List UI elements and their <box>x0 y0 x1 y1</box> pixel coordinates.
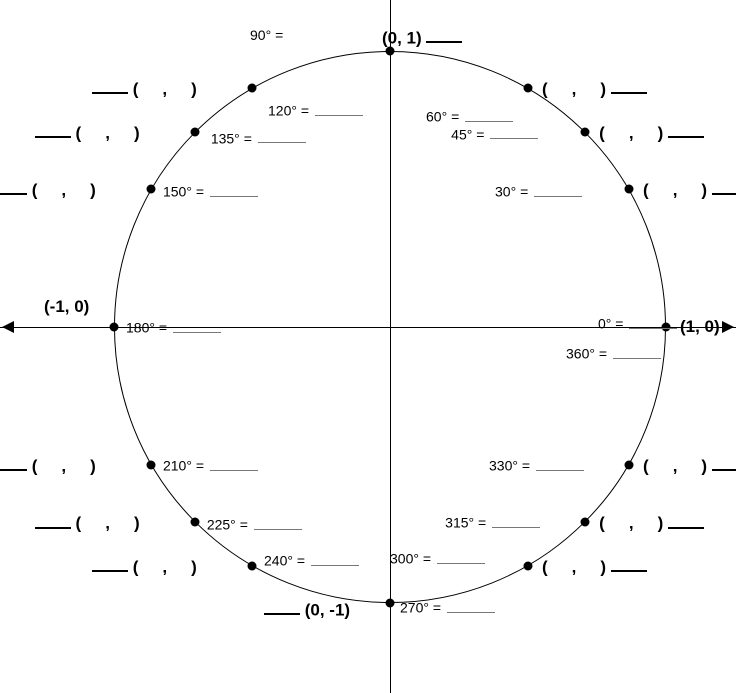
degree-label-240: 240° = <box>264 552 359 569</box>
degree-label-0: 0° = <box>598 315 677 332</box>
degree-label-135: 135° = <box>211 130 306 147</box>
coord-label-90: (0, 1) <box>382 27 462 48</box>
point-dot-225 <box>190 518 199 527</box>
point-dot-315 <box>581 518 590 527</box>
degree-label-180: 180° = <box>126 319 221 336</box>
point-dot-45 <box>581 127 590 136</box>
degree-label-315: 315° = <box>445 514 540 531</box>
degree-label-270: 270° = <box>400 599 495 616</box>
coord-label-135: (,) <box>35 122 140 143</box>
point-dot-240 <box>248 562 257 571</box>
point-dot-300 <box>524 562 533 571</box>
point-dot-270 <box>386 599 395 608</box>
degree-label-60: 60° = <box>426 108 513 125</box>
degree-label-120: 120° = <box>268 102 363 119</box>
degree-label-90: 90° = <box>250 27 283 43</box>
coord-label-0: (1, 0) <box>680 317 720 337</box>
coord-label-180: (-1, 0) <box>44 297 89 317</box>
degree-label-45: 45° = <box>451 126 538 143</box>
coord-label-120: (,) <box>92 78 197 99</box>
degree-label-30: 30° = <box>495 183 582 200</box>
degree-label-330: 330° = <box>489 457 584 474</box>
coord-label-240: (,) <box>92 556 197 577</box>
coord-label-270: (0, -1) <box>264 599 350 620</box>
point-dot-120 <box>248 83 257 92</box>
coord-label-150: (,) <box>0 179 96 200</box>
point-dot-330 <box>625 461 634 470</box>
coord-label-45: (,) <box>599 122 704 143</box>
coord-label-330: (,) <box>643 455 736 476</box>
coord-label-60: (,) <box>542 78 647 99</box>
degree-label-360: 360° = <box>566 345 661 362</box>
degree-label-150: 150° = <box>163 183 258 200</box>
degree-label-225: 225° = <box>207 516 302 533</box>
point-dot-210 <box>146 461 155 470</box>
point-dot-135 <box>190 127 199 136</box>
point-dot-150 <box>146 185 155 194</box>
coord-label-225: (,) <box>35 512 140 533</box>
point-dot-30 <box>625 185 634 194</box>
point-dot-60 <box>524 83 533 92</box>
coord-label-30: (,) <box>643 179 736 200</box>
x-axis-arrow-right <box>722 321 734 333</box>
x-axis-arrow-left <box>2 321 14 333</box>
point-dot-180 <box>110 323 119 332</box>
coord-label-210: (,) <box>0 455 96 476</box>
degree-label-300: 300° = <box>390 550 485 567</box>
degree-label-210: 210° = <box>163 457 258 474</box>
unit-circle-diagram: 0° = (1, 0) 30° = (,) 45° = (,) 60° = (,)… <box>0 0 736 693</box>
coord-label-300: (,) <box>542 556 647 577</box>
coord-label-315: (,) <box>599 512 704 533</box>
